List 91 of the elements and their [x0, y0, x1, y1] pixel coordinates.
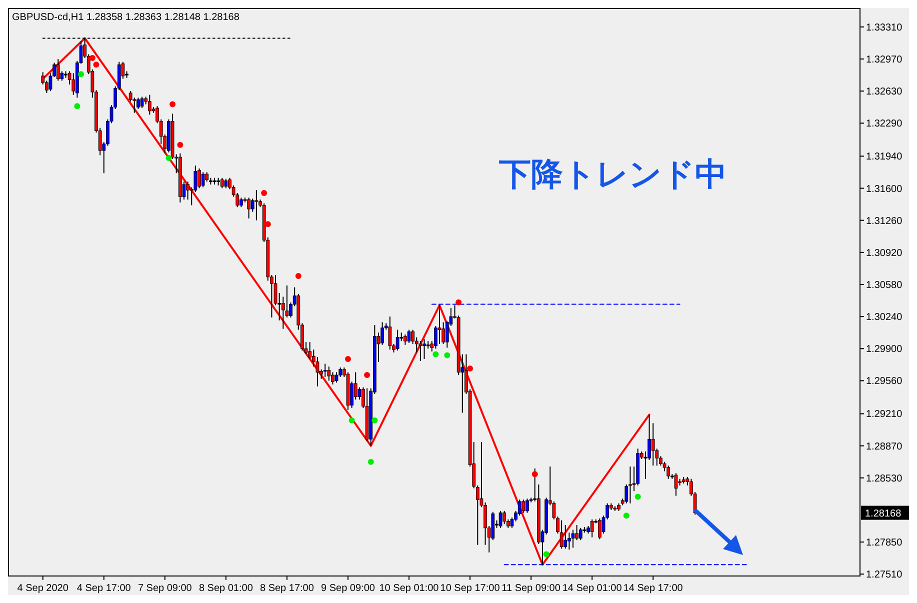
- candlestick: [136, 97, 140, 110]
- candlestick: [220, 177, 224, 189]
- candlestick: [628, 466, 632, 504]
- candlestick: [396, 329, 400, 352]
- candlestick: [590, 518, 594, 538]
- y-tick-label: 1.31940: [866, 152, 903, 163]
- candlestick: [575, 524, 578, 541]
- point: [344, 356, 351, 362]
- y-tick-label: 1.29210: [866, 409, 903, 420]
- point: [543, 551, 550, 558]
- candlestick: [140, 96, 144, 109]
- candlestick: [334, 372, 338, 384]
- y-tick-label: 1.31600: [866, 184, 903, 195]
- x-tick-label: 7 Sep 09:00: [138, 583, 192, 594]
- candlestick: [564, 524, 568, 550]
- candlestick: [666, 465, 670, 480]
- point: [261, 190, 268, 196]
- point: [372, 417, 378, 424]
- point: [177, 142, 184, 148]
- y-tick-label: 1.31260: [866, 216, 903, 227]
- chart-title: GBPUSD-cd,H1 1.28358 1.28363 1.28148 1.28168: [12, 12, 240, 23]
- y-tick-label: 1.27850: [866, 538, 903, 549]
- y-tick-label: 1.32290: [866, 118, 903, 130]
- candlestick: [148, 94, 152, 116]
- y-tick-label: 1.32970: [866, 54, 903, 66]
- y-tick-label: 1.30920: [866, 248, 903, 259]
- candlestick: [201, 172, 205, 188]
- x-tick-label: 8 Sep 01:00: [198, 583, 254, 594]
- x-tick-label: 10 Sep 01:00: [379, 583, 440, 594]
- candlestick: [418, 340, 422, 362]
- point: [78, 71, 84, 78]
- candlestick: [526, 498, 529, 514]
- candlestick: [254, 190, 258, 221]
- y-tick-label: 1.30240: [866, 312, 903, 324]
- candlestick: [404, 334, 407, 346]
- y-tick-label: 1.27510: [866, 570, 903, 581]
- candlestick: [560, 520, 564, 550]
- point: [532, 471, 538, 478]
- candlestick: [388, 316, 392, 350]
- point: [348, 417, 355, 424]
- point: [170, 101, 176, 108]
- candlestick: [438, 304, 442, 344]
- point: [634, 494, 641, 500]
- point: [264, 221, 271, 228]
- candlestick: [205, 172, 209, 182]
- x-tick-label: 11 Sep 09:00: [502, 583, 561, 594]
- candlestick: [224, 178, 228, 189]
- candlestick: [247, 197, 250, 219]
- x-tick-label: 4 Sep 17:00: [76, 583, 132, 594]
- y-tick-label: 1.28870: [866, 441, 903, 452]
- candlestick: [56, 58, 60, 82]
- candlestick: [522, 499, 526, 514]
- y-tick-label: 1.29900: [866, 344, 903, 356]
- y-tick-label: 1.30580: [866, 280, 903, 291]
- point: [295, 272, 302, 279]
- point: [364, 372, 370, 378]
- text: 1.28168: [865, 508, 902, 520]
- candlestick: [571, 529, 575, 548]
- candlestick: [327, 366, 331, 382]
- candlestick: [598, 518, 602, 540]
- x-tick-label: 14 Sep 01:00: [562, 583, 622, 594]
- candlestick: [198, 168, 201, 189]
- x-tick-label: 14 Sep 17:00: [623, 583, 684, 594]
- point: [166, 155, 172, 162]
- y-tick-label: 1.32630: [866, 86, 903, 98]
- x-tick-label: 4 Sep 2020: [17, 583, 69, 594]
- x-tick-label: 10 Sep 17:00: [440, 583, 500, 594]
- candlestick: [323, 363, 327, 378]
- candlestick: [240, 197, 243, 208]
- y-tick-label: 1.29560: [866, 376, 903, 388]
- candlestick: [651, 422, 655, 466]
- y-tick-label: 1.33310: [866, 22, 903, 34]
- point: [467, 365, 474, 372]
- point: [368, 458, 374, 465]
- candlestick: [578, 527, 582, 541]
- point: [432, 351, 439, 358]
- y-tick-label: 1.28530: [866, 473, 903, 484]
- point: [93, 62, 100, 68]
- point: [623, 512, 630, 519]
- point: [89, 55, 96, 62]
- point: [74, 103, 80, 110]
- candlestick: [502, 510, 506, 525]
- candlestick: [407, 329, 411, 344]
- point: [444, 352, 450, 358]
- candlestick: [498, 510, 502, 528]
- x-tick-label: 8 Sep 17:00: [260, 583, 314, 594]
- x-tick-label: 9 Sep 09:00: [321, 583, 376, 594]
- candlestick: [674, 472, 678, 496]
- point: [456, 299, 462, 306]
- annotation: 下降トレンド中: [498, 154, 728, 193]
- candlestick: [422, 338, 426, 360]
